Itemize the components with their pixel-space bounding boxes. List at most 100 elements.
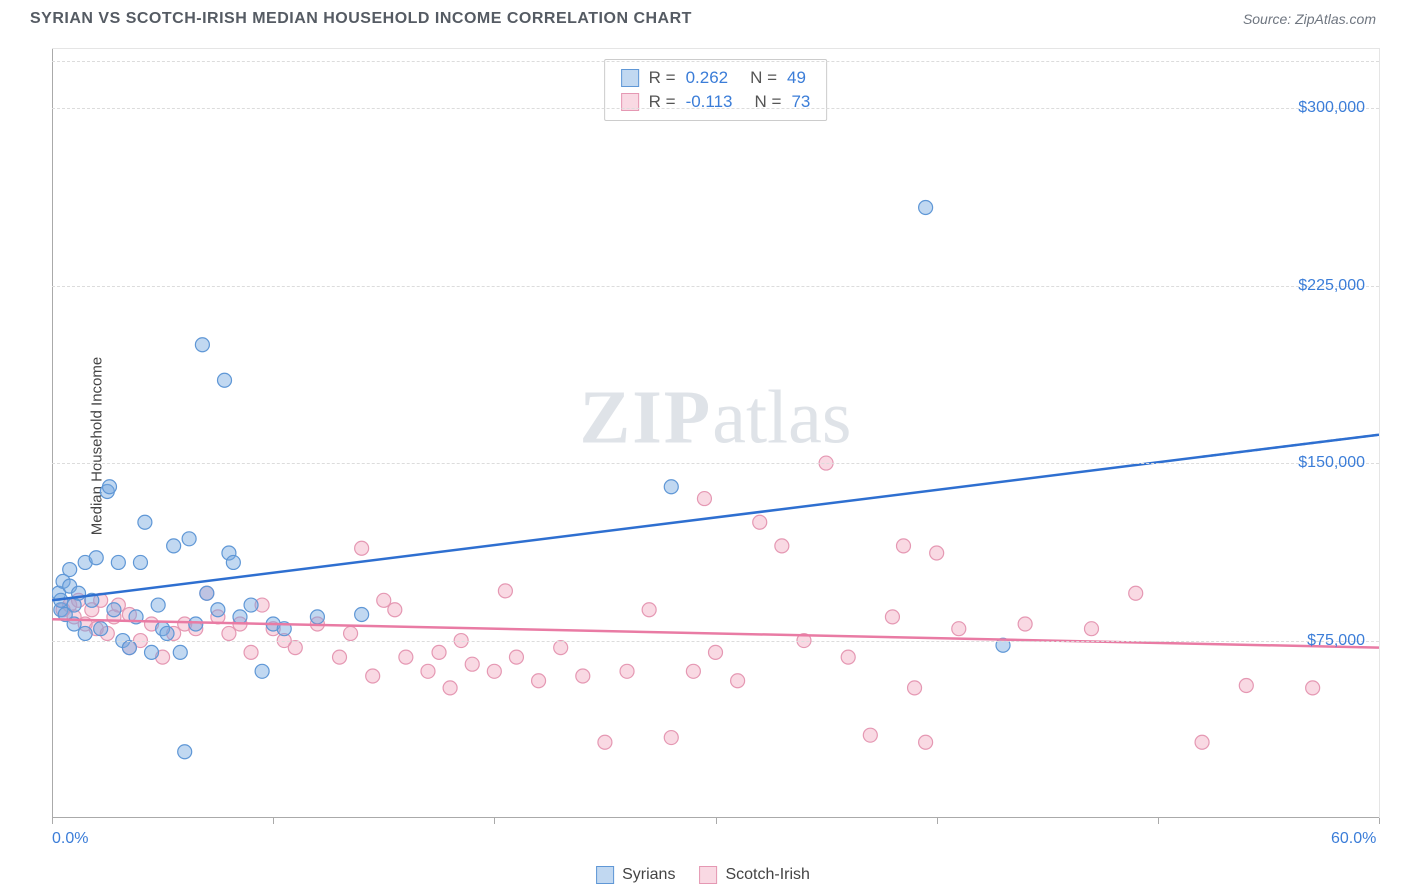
gridline <box>52 463 1379 464</box>
data-point <box>344 626 358 640</box>
data-point <box>310 610 324 624</box>
chart-title: SYRIAN VS SCOTCH-IRISH MEDIAN HOUSEHOLD … <box>30 10 692 28</box>
data-point <box>532 674 546 688</box>
data-point <box>509 650 523 664</box>
legend-row-syrians: R = 0.262 N = 49 <box>621 66 811 90</box>
data-point <box>377 593 391 607</box>
x-tick-label: 0.0% <box>52 830 88 848</box>
trend-line <box>52 435 1379 601</box>
data-point <box>182 532 196 546</box>
data-point <box>255 664 269 678</box>
x-tick-mark <box>494 818 495 824</box>
data-point <box>863 728 877 742</box>
swatch-syrians <box>621 69 639 87</box>
data-point <box>1084 622 1098 636</box>
trend-line <box>52 619 1379 647</box>
y-tick-label: $75,000 <box>1307 632 1365 650</box>
data-point <box>167 539 181 553</box>
data-point <box>709 645 723 659</box>
data-point <box>930 546 944 560</box>
scatter-plot <box>52 49 1379 818</box>
gridline <box>52 286 1379 287</box>
x-tick-mark <box>1379 818 1380 824</box>
data-point <box>355 608 369 622</box>
legend-row-scotch-irish: R = -0.113 N = 73 <box>621 90 811 114</box>
data-point <box>498 584 512 598</box>
data-point <box>952 622 966 636</box>
data-point <box>731 674 745 688</box>
data-point <box>465 657 479 671</box>
n-label: N = <box>750 68 777 88</box>
data-point <box>178 745 192 759</box>
gridline <box>52 61 1379 62</box>
data-point <box>885 610 899 624</box>
data-point <box>841 650 855 664</box>
data-point <box>919 735 933 749</box>
data-point <box>598 735 612 749</box>
data-point <box>775 539 789 553</box>
data-point <box>111 555 125 569</box>
y-tick-label: $150,000 <box>1298 454 1365 472</box>
correlation-legend: R = 0.262 N = 49 R = -0.113 N = 73 <box>604 59 828 121</box>
data-point <box>355 541 369 555</box>
data-point <box>919 201 933 215</box>
data-point <box>642 603 656 617</box>
data-point <box>200 586 214 600</box>
data-point <box>151 598 165 612</box>
legend-item-syrians: Syrians <box>596 866 675 884</box>
data-point <box>664 480 678 494</box>
x-tick-mark <box>716 818 717 824</box>
data-point <box>487 664 501 678</box>
data-point <box>288 641 302 655</box>
data-point <box>226 555 240 569</box>
data-point <box>399 650 413 664</box>
x-tick-mark <box>937 818 938 824</box>
data-point <box>1195 735 1209 749</box>
data-point <box>664 731 678 745</box>
header: SYRIAN VS SCOTCH-IRISH MEDIAN HOUSEHOLD … <box>0 0 1406 34</box>
data-point <box>145 645 159 659</box>
data-point <box>244 598 258 612</box>
data-point <box>576 669 590 683</box>
data-point <box>896 539 910 553</box>
data-point <box>244 645 258 659</box>
data-point <box>233 610 247 624</box>
x-tick-mark <box>1158 818 1159 824</box>
data-point <box>753 515 767 529</box>
data-point <box>218 373 232 387</box>
data-point <box>160 626 174 640</box>
swatch-scotch-irish <box>699 866 717 884</box>
x-tick-mark <box>52 818 53 824</box>
data-point <box>366 669 380 683</box>
legend-item-scotch-irish: Scotch-Irish <box>699 866 809 884</box>
data-point <box>107 603 121 617</box>
r-value-syrians: 0.262 <box>686 68 729 88</box>
x-tick-label: 60.0% <box>1331 830 1376 848</box>
data-point <box>443 681 457 695</box>
data-point <box>195 338 209 352</box>
x-tick-mark <box>273 818 274 824</box>
data-point <box>554 641 568 655</box>
data-point <box>138 515 152 529</box>
gridline <box>52 641 1379 642</box>
data-point <box>908 681 922 695</box>
data-point <box>78 626 92 640</box>
data-point <box>1239 678 1253 692</box>
data-point <box>620 664 634 678</box>
data-point <box>1306 681 1320 695</box>
chart-area: ZIPatlas R = 0.262 N = 49 R = -0.113 N =… <box>52 48 1380 818</box>
n-value-syrians: 49 <box>787 68 806 88</box>
data-point <box>63 563 77 577</box>
data-point <box>1018 617 1032 631</box>
chart-source: Source: ZipAtlas.com <box>1243 11 1376 27</box>
legend-label: Syrians <box>622 866 675 884</box>
data-point <box>133 555 147 569</box>
data-point <box>173 645 187 659</box>
data-point <box>222 626 236 640</box>
data-point <box>189 617 203 631</box>
data-point <box>432 645 446 659</box>
data-point <box>333 650 347 664</box>
data-point <box>388 603 402 617</box>
data-point <box>103 480 117 494</box>
data-point <box>697 492 711 506</box>
